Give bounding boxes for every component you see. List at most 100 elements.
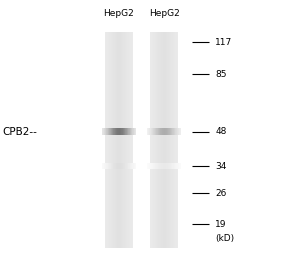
Bar (174, 163, 175, 169)
Bar (115, 32, 116, 248)
Bar (173, 32, 174, 248)
Bar (132, 163, 133, 169)
Bar (124, 163, 125, 169)
Bar (152, 32, 153, 248)
Bar (105, 32, 106, 248)
Bar (166, 32, 167, 248)
Bar (162, 128, 163, 135)
Bar (122, 128, 123, 135)
Bar (116, 128, 117, 135)
Bar (156, 128, 157, 135)
Bar (120, 128, 121, 135)
Bar (164, 128, 165, 135)
Bar (163, 128, 164, 135)
Bar (108, 32, 109, 248)
Bar (155, 163, 156, 169)
Bar (126, 163, 127, 169)
Bar (148, 128, 149, 135)
Bar (174, 32, 175, 248)
Bar (172, 128, 173, 135)
Bar (165, 32, 166, 248)
Bar (111, 163, 112, 169)
Bar (120, 163, 121, 169)
Bar (175, 32, 176, 248)
Bar (176, 163, 177, 169)
Bar (162, 32, 163, 248)
Bar (107, 32, 108, 248)
Text: 26: 26 (215, 188, 226, 197)
Bar (152, 163, 153, 169)
Bar (153, 163, 154, 169)
Bar (170, 163, 171, 169)
Bar (179, 163, 180, 169)
Bar (117, 32, 118, 248)
Bar (119, 128, 120, 135)
Bar (179, 128, 180, 135)
Bar (131, 32, 132, 248)
Bar (110, 128, 111, 135)
Bar (105, 128, 106, 135)
Bar (157, 163, 158, 169)
Bar (147, 163, 148, 169)
Bar (122, 163, 123, 169)
Bar (152, 128, 153, 135)
Bar (107, 163, 108, 169)
Bar (169, 32, 170, 248)
Bar (111, 128, 112, 135)
Bar (156, 32, 157, 248)
Bar (129, 128, 130, 135)
Bar (175, 163, 176, 169)
Bar (161, 163, 162, 169)
Bar (154, 128, 155, 135)
Bar (115, 128, 116, 135)
Bar (157, 32, 158, 248)
Bar (159, 163, 160, 169)
Bar (151, 163, 152, 169)
Bar (132, 32, 133, 248)
Bar (123, 128, 124, 135)
Bar (108, 163, 109, 169)
Bar (151, 128, 152, 135)
Bar (118, 163, 119, 169)
Bar (126, 32, 127, 248)
Bar (124, 128, 125, 135)
Bar (128, 128, 129, 135)
Bar (132, 128, 133, 135)
Bar (116, 32, 117, 248)
Text: 85: 85 (215, 70, 227, 79)
Bar (131, 128, 132, 135)
Bar (113, 128, 114, 135)
Bar (110, 32, 111, 248)
Bar (155, 32, 156, 248)
Bar (149, 128, 150, 135)
Bar (154, 163, 155, 169)
Bar (112, 163, 113, 169)
Text: 48: 48 (215, 127, 226, 136)
Bar (121, 128, 122, 135)
Bar (104, 163, 105, 169)
Bar (114, 128, 115, 135)
Bar (150, 163, 151, 169)
Bar (180, 163, 181, 169)
Bar (167, 32, 168, 248)
Bar (153, 32, 154, 248)
Bar (131, 163, 132, 169)
Text: 19: 19 (215, 220, 227, 229)
Bar (115, 163, 116, 169)
Bar (110, 163, 111, 169)
Bar (133, 128, 134, 135)
Bar (106, 32, 107, 248)
Bar (119, 163, 120, 169)
Bar (168, 128, 169, 135)
Bar (116, 163, 117, 169)
Bar (119, 32, 120, 248)
Bar (111, 32, 112, 248)
Bar (172, 32, 173, 248)
Bar (170, 128, 171, 135)
Bar (109, 32, 110, 248)
Bar (147, 128, 148, 135)
Bar (104, 128, 105, 135)
Bar (106, 163, 107, 169)
Bar (129, 163, 130, 169)
Bar (178, 163, 179, 169)
